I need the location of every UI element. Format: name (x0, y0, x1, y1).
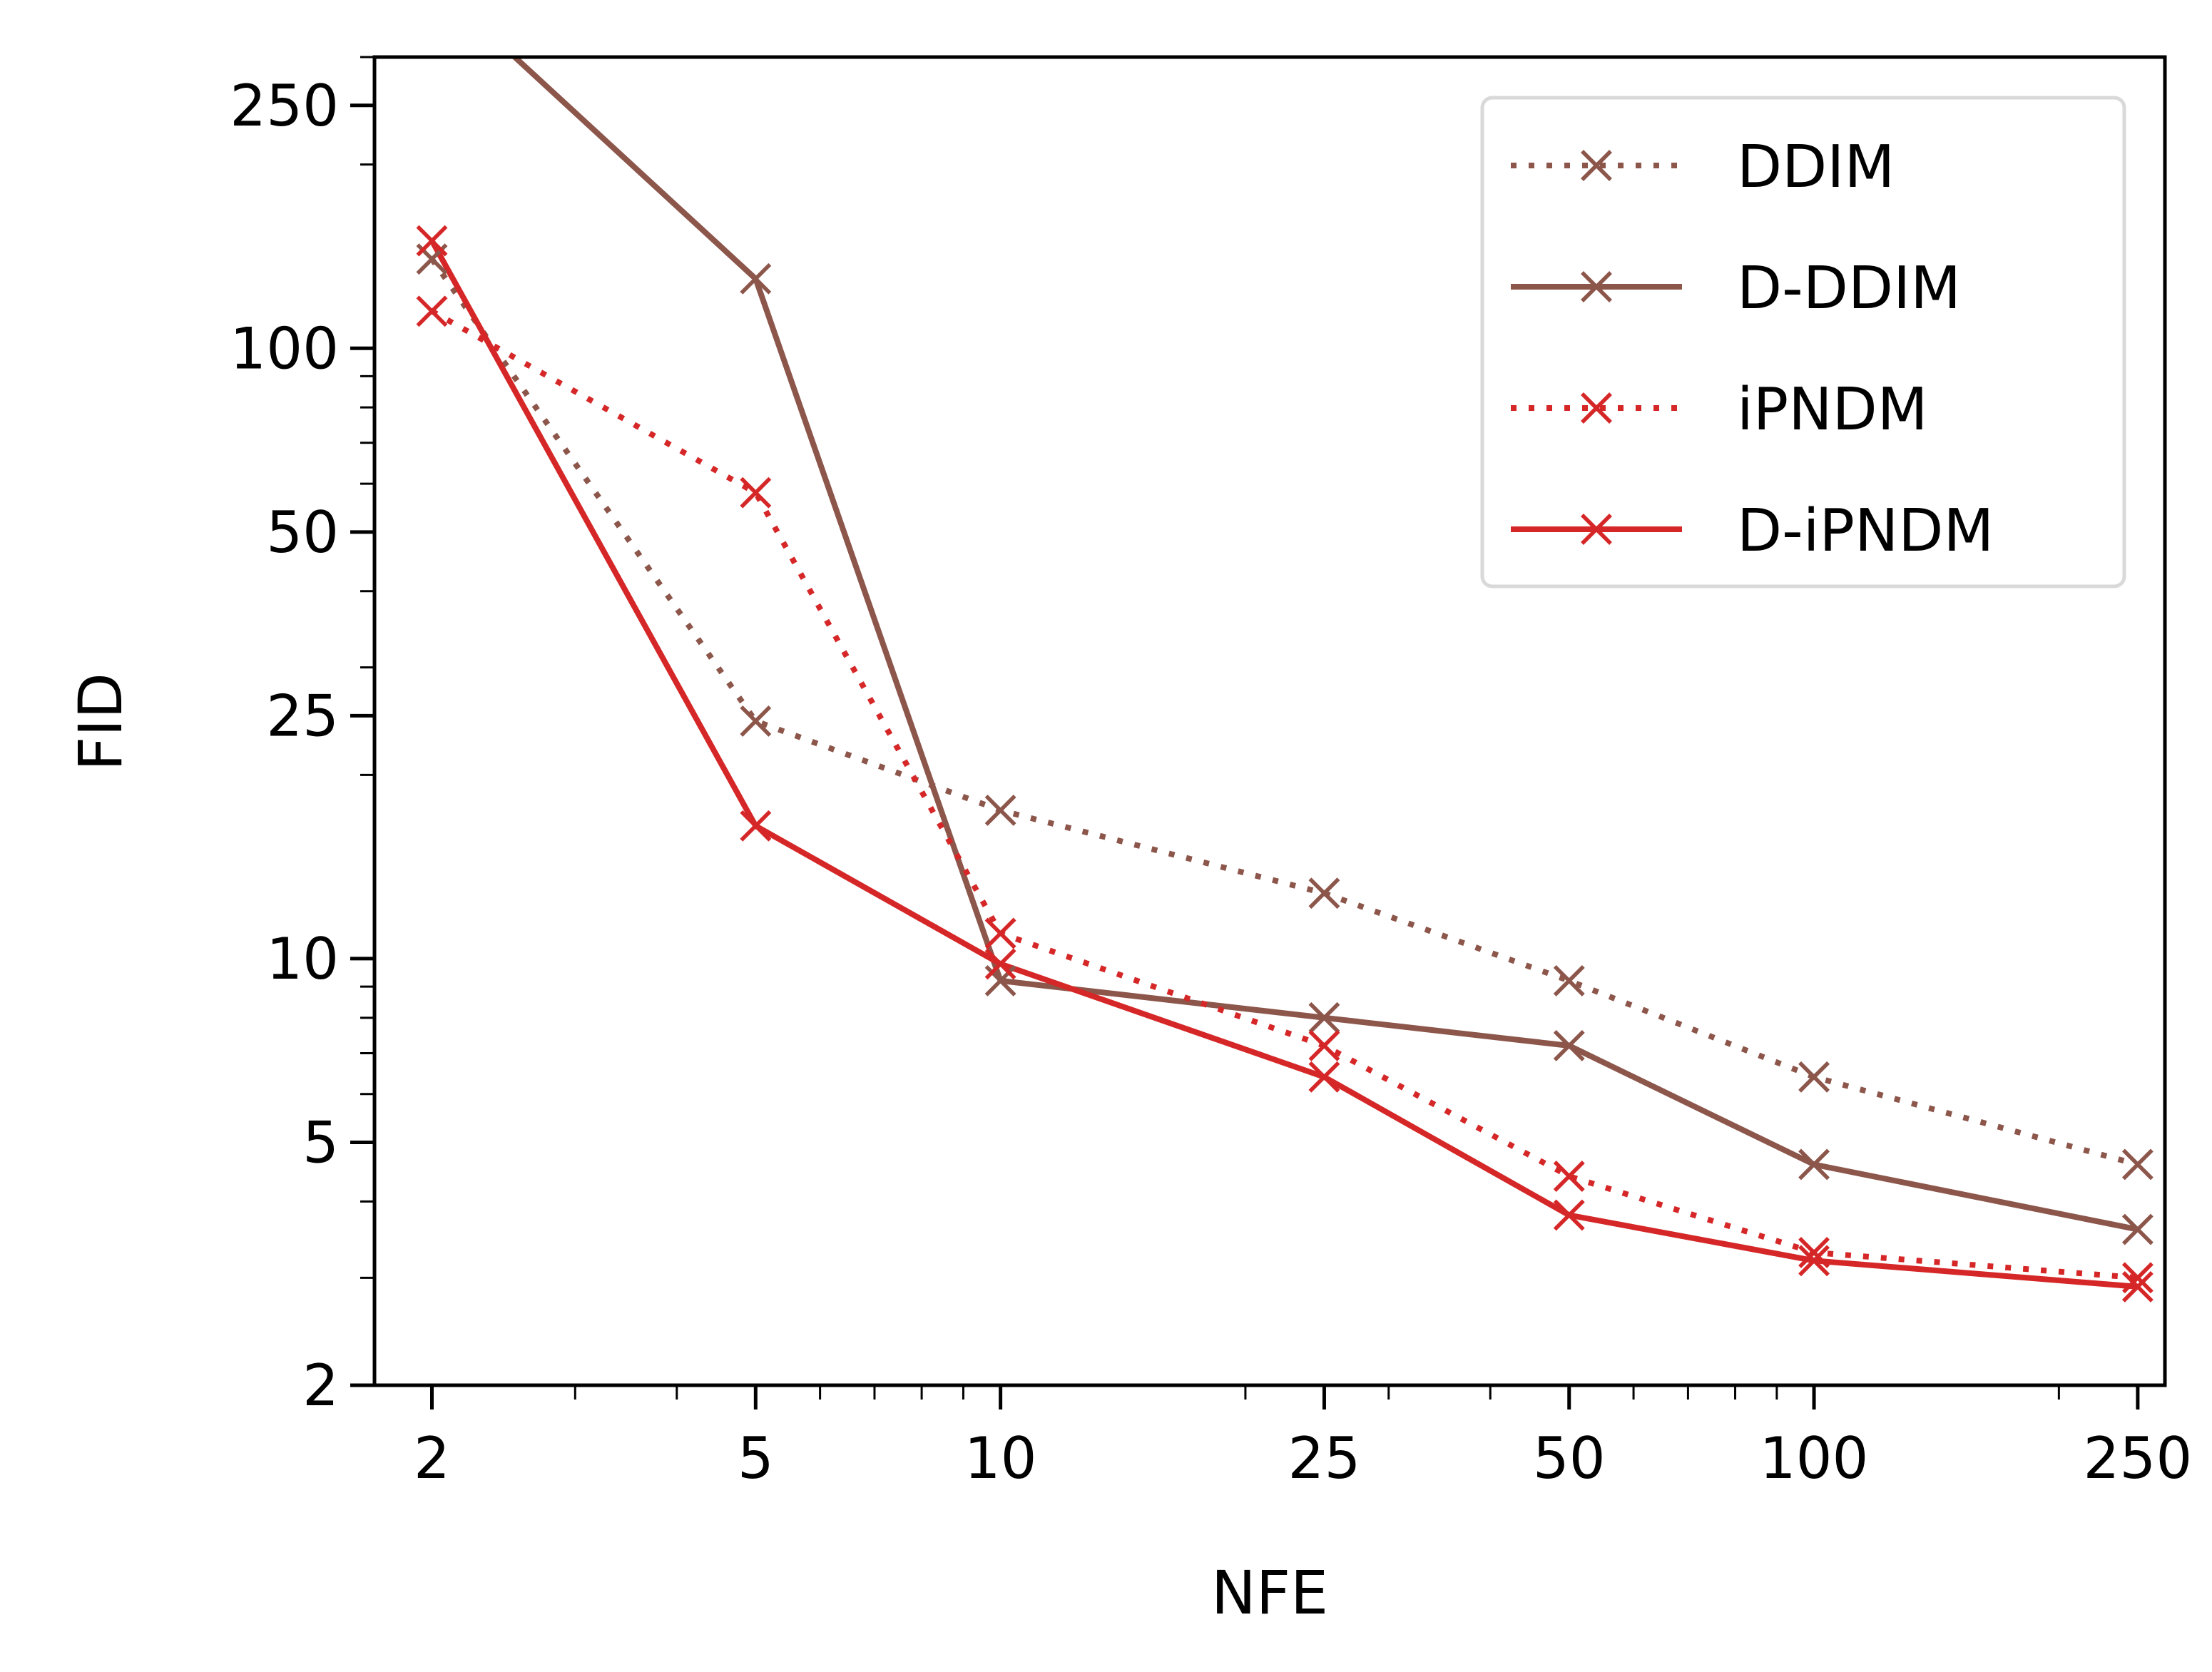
legend-label-d-ipndm: D-iPNDM (1737, 497, 1994, 565)
data-point-d-ipndm (1553, 1199, 1585, 1231)
data-point-d-ipndm (1308, 1061, 1340, 1093)
data-point-ipndm (740, 476, 772, 509)
data-point-ipndm (1798, 1236, 1830, 1268)
data-point-d-ipndm (416, 225, 448, 257)
y-tick-label: 100 (230, 315, 339, 382)
data-point-ipndm (2121, 1262, 2154, 1294)
data-point-ddim (1798, 1061, 1830, 1093)
x-tick-label: 100 (1760, 1425, 1869, 1492)
data-point-d-ddim (2121, 1213, 2154, 1245)
legend-label-ipndm: iPNDM (1737, 376, 1927, 444)
data-point-d-ipndm (2121, 1270, 2154, 1303)
data-point-d-ddim (1553, 1030, 1585, 1061)
data-point-d-ddim (1798, 1148, 1830, 1181)
plot-frame (372, 55, 2167, 1387)
y-tick-label: 250 (230, 73, 339, 139)
x-axis-title: NFE (1211, 1558, 1328, 1628)
y-tick-label: 25 (266, 683, 339, 749)
data-point-d-ddim (740, 262, 772, 295)
legend-marker-d-ipndm (1581, 514, 1612, 545)
legend-label-d-ddim: D-DDIM (1737, 255, 1961, 322)
y-tick-label: 2 (302, 1352, 339, 1419)
legend-box (1480, 96, 2126, 588)
x-tick-label: 10 (964, 1425, 1037, 1492)
x-tick-label: 5 (738, 1425, 774, 1492)
y-tick-label: 50 (266, 499, 339, 566)
data-point-ddim (1308, 877, 1340, 909)
legend: DDIM D-DDIM iPNDM D-iPNDM (1480, 96, 2126, 588)
legend-marker-ddim (1581, 150, 1612, 181)
markers-layer (416, 225, 2154, 1303)
data-point-d-ddim (1308, 1001, 1340, 1034)
x-tick-label: 250 (2084, 1425, 2193, 1492)
legend-marker-ipndm (1581, 392, 1612, 424)
data-point-ipndm (416, 295, 448, 327)
data-point-ipndm (1553, 1161, 1585, 1192)
data-point-ddim (984, 795, 1016, 826)
x-tick-label: 50 (1533, 1425, 1606, 1492)
data-point-ddim (1553, 964, 1585, 996)
y-tick-label: 10 (266, 926, 339, 992)
y-tick-label: 5 (302, 1109, 339, 1176)
y-axis-title: FID (66, 673, 136, 771)
x-tick-label: 25 (1288, 1425, 1361, 1492)
data-point-ipndm (1308, 1030, 1340, 1061)
data-point-d-ipndm (740, 810, 772, 842)
data-point-d-ipndm (1798, 1245, 1830, 1277)
legend-label-ddim: DDIM (1737, 133, 1895, 201)
legend-marker-d-ddim (1581, 271, 1612, 302)
data-point-ipndm (984, 917, 1016, 949)
data-point-ddim (740, 705, 772, 737)
data-point-d-ipndm (984, 948, 1016, 980)
x-tick-label: 2 (414, 1425, 450, 1492)
data-point-ddim (2121, 1148, 2154, 1181)
